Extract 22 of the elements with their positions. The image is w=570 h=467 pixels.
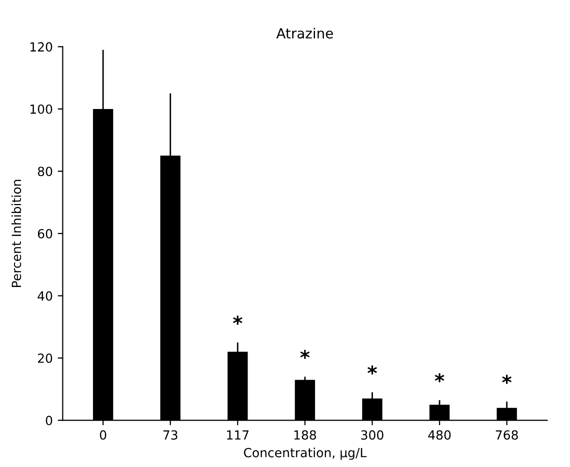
x-tick-label: 73 <box>163 430 178 440</box>
annotation: * <box>368 365 377 374</box>
y-tick-label: 120 <box>30 42 52 52</box>
annotation: * <box>300 350 310 359</box>
y-tick-label: 20 <box>38 354 52 363</box>
x-tick-label: 117 <box>227 430 249 440</box>
x-tick-label: 0 <box>100 430 106 440</box>
x-tick-label: 300 <box>361 430 384 440</box>
x-tick-label: 480 <box>428 430 451 440</box>
y-tick-label: 0 <box>46 416 52 426</box>
x-tick-label: 188 <box>294 430 316 440</box>
annotation: * <box>232 316 242 325</box>
x-axis-title: Concentration, µg/L <box>244 448 367 460</box>
y-tick-label: 100 <box>30 104 52 114</box>
y-axis-title: Percent Inhibition <box>11 180 22 287</box>
annotation: * <box>434 373 444 382</box>
y-tick-label: 80 <box>38 166 52 176</box>
annotation: * <box>502 374 512 384</box>
y-tick-label: 60 <box>38 228 52 238</box>
chart-title: Atrazine <box>276 28 333 39</box>
x-tick-label: 768 <box>496 430 518 440</box>
y-tick-label: 40 <box>38 291 52 301</box>
